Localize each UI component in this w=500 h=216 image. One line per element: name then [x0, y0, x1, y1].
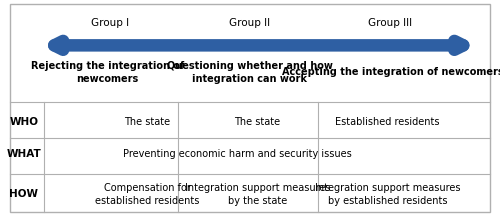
Text: Group III: Group III — [368, 18, 412, 28]
Text: WHO: WHO — [10, 117, 38, 127]
Text: The state: The state — [234, 117, 281, 127]
Text: WHAT: WHAT — [6, 149, 42, 159]
Text: Compensation for
established residents: Compensation for established residents — [96, 183, 200, 206]
Text: HOW: HOW — [10, 189, 38, 199]
Text: Questioning whether and how
integration can work: Questioning whether and how integration … — [167, 61, 333, 84]
FancyArrowPatch shape — [54, 41, 464, 50]
Text: Integration support measures
by established residents: Integration support measures by establis… — [315, 183, 460, 206]
Text: Group I: Group I — [91, 18, 129, 28]
Text: The state: The state — [124, 117, 170, 127]
Text: Established residents: Established residents — [335, 117, 440, 127]
Text: Rejecting the integration of
newcomers: Rejecting the integration of newcomers — [31, 61, 184, 84]
Text: Integration support measures
by the state: Integration support measures by the stat… — [185, 183, 330, 206]
Text: Preventing economic harm and security issues: Preventing economic harm and security is… — [123, 149, 352, 159]
Text: Group II: Group II — [230, 18, 270, 28]
Text: Accepting the integration of newcomers: Accepting the integration of newcomers — [282, 67, 500, 77]
